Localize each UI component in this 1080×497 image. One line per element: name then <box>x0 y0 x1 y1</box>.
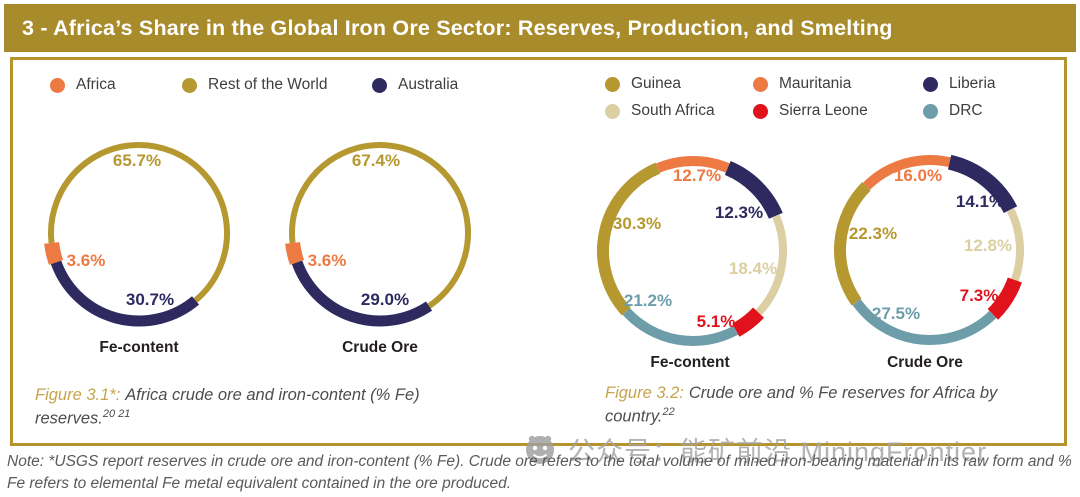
donut-segment-liberia <box>947 154 1018 214</box>
legend-item-south-africa: South Africa <box>605 102 715 120</box>
percent-label-sierra-leone: 5.1% <box>696 312 736 331</box>
figure-3-2-footnote-refs: 22 <box>662 405 675 418</box>
percent-label-mauritania: 12.7% <box>672 166 722 185</box>
legend-item-liberia: Liberia <box>923 75 996 93</box>
section-title-bar: 3 - Africa’s Share in the Global Iron Or… <box>4 4 1076 52</box>
percent-label-guinea: 30.3% <box>612 214 662 233</box>
watermark-text: 公众号：能矿前沿 MiningFrontier <box>568 437 988 467</box>
percent-label-australia: 29.0% <box>360 290 410 309</box>
legend-label: South Africa <box>631 102 715 119</box>
donut-segment-drc <box>852 299 997 345</box>
percent-label-liberia: 14.1% <box>955 192 1005 211</box>
donut-segment-rest-of-the-world <box>289 142 471 309</box>
legend-dot-africa <box>50 77 65 93</box>
percent-label-south-africa: 18.4% <box>728 259 778 278</box>
legend-dot-mauritania <box>753 76 768 92</box>
donut-segment-africa <box>285 241 305 265</box>
figure-panel <box>10 57 1067 446</box>
donut-segment-south-africa <box>755 214 787 316</box>
percent-label-sierra-leone: 7.3% <box>959 286 999 305</box>
percent-label-drc: 27.5% <box>871 304 921 323</box>
figure-3-1-label: Figure 3.1*: <box>35 386 121 404</box>
donut-segment-liberia <box>724 161 783 219</box>
donut-segment-africa <box>44 241 64 265</box>
percent-label-south-africa: 12.8% <box>963 236 1013 255</box>
legend-item-drc: DRC <box>923 102 983 120</box>
donut-chart-fe-content-country <box>597 155 787 347</box>
donut-segment-south-africa <box>1006 207 1024 282</box>
legend-item-africa: Africa <box>50 76 116 94</box>
percent-label-africa: 3.6% <box>307 251 347 270</box>
legend-label: Rest of the World <box>208 76 328 93</box>
figure-3-1-caption: Figure 3.1*: Africa crude ore and iron-co… <box>35 385 435 430</box>
figure-3-2-text: Crude ore and % Fe reserves for Africa b… <box>605 384 998 426</box>
donut-chart-crude-ore-africa <box>285 142 471 327</box>
figure-3-1-footnote-refs: 20 21 <box>102 407 131 420</box>
legend-dot-drc <box>923 103 938 119</box>
legend-dot-south-africa <box>605 103 620 119</box>
watermark: 公众号：能矿前沿 MiningFrontier <box>524 430 987 469</box>
legend-dot-rest-of-world <box>182 77 197 93</box>
wechat-official-account-icon <box>526 435 554 464</box>
legend-dot-australia <box>372 77 387 93</box>
legend-item-mauritania: Mauritania <box>753 75 851 93</box>
donut-segment-rest-of-the-world <box>48 142 231 303</box>
donut-segment-mauritania <box>655 155 730 173</box>
figure-3-1-text: Africa crude ore and iron-content (% Fe)… <box>35 386 420 428</box>
donut-segment-australia <box>291 260 433 327</box>
donut-chart-fe-content-africa <box>44 142 231 327</box>
legend-label: Australia <box>398 76 459 93</box>
legend-label: Liberia <box>949 75 996 92</box>
percent-label-rest-of-the-world: 65.7% <box>112 151 162 170</box>
legend-dot-guinea <box>605 76 620 92</box>
chart-title-fe-content-right: Fe-content <box>650 354 730 371</box>
legend-dot-liberia <box>923 76 938 92</box>
legend-label: Africa <box>76 76 116 93</box>
section-title: 3 - Africa’s Share in the Global Iron Or… <box>22 15 893 40</box>
legend-label: Sierra Leone <box>779 102 868 119</box>
figure-3-2-label: Figure 3.2: <box>605 384 684 402</box>
donut-segment-sierra-leone <box>732 307 765 337</box>
percent-label-africa: 3.6% <box>66 251 106 270</box>
legend-item-guinea: Guinea <box>605 75 681 93</box>
percent-label-rest-of-the-world: 67.4% <box>351 151 401 170</box>
donut-segment-australia <box>50 260 200 327</box>
legend-dot-sierra-leone <box>753 103 768 119</box>
donut-chart-crude-ore-country <box>834 154 1024 345</box>
donut-segment-sierra-leone <box>987 277 1022 320</box>
chart-title-fe-content-left: Fe-content <box>99 339 179 356</box>
legend-item-rest-of-world: Rest of the World <box>182 76 327 94</box>
percent-label-mauritania: 16.0% <box>893 166 943 185</box>
donut-segment-guinea <box>834 182 871 306</box>
percent-label-liberia: 12.3% <box>714 203 764 222</box>
footnote-text: Note: *USGS report reserves in crude ore… <box>7 453 1072 492</box>
figure-3-2-caption: Figure 3.2: Crude ore and % Fe reserves f… <box>605 383 1025 428</box>
legend-label: Mauritania <box>779 75 852 92</box>
percent-label-australia: 30.7% <box>125 290 175 309</box>
legend-item-sierra-leone: Sierra Leone <box>753 102 868 120</box>
donut-segment-mauritania <box>862 155 951 190</box>
percent-label-guinea: 22.3% <box>848 224 898 243</box>
legend-label: Guinea <box>631 75 681 92</box>
donut-segment-drc <box>622 307 739 347</box>
legend-item-australia: Australia <box>372 76 458 94</box>
donut-segment-guinea <box>597 162 661 316</box>
legend-label: DRC <box>949 102 983 119</box>
chart-title-crude-ore-right: Crude Ore <box>887 354 963 371</box>
percent-label-drc: 21.2% <box>623 291 673 310</box>
chart-title-crude-ore-left: Crude Ore <box>342 339 418 356</box>
